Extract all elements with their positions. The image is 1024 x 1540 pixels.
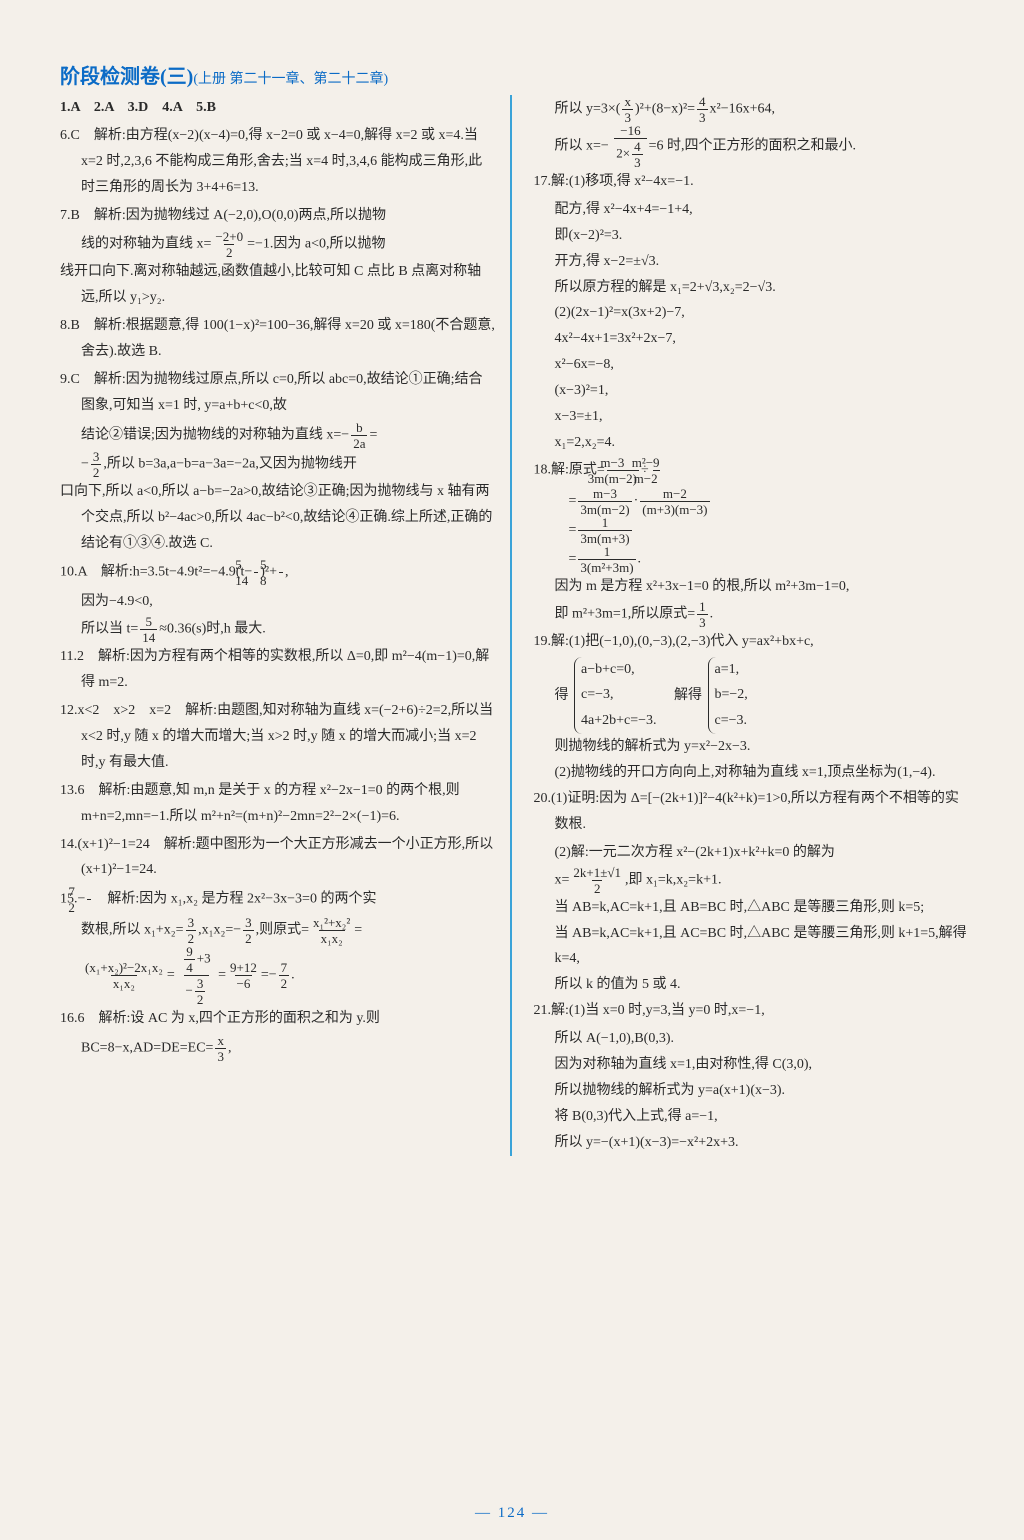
q14: 14.(x+1)²−1=24 解析:题中图形为一个大正方形减去一个小正方形,所以… (60, 832, 496, 884)
q18e: 因为 m 是方程 x²+3x−1=0 的根,所以 m²+3m−1=0, (534, 574, 970, 600)
q21a: 21.解:(1)当 x=0 时,y=3,当 y=0 时,x=−1, (534, 998, 970, 1024)
q21d: 所以抛物线的解析式为 y=a(x+1)(x−3). (534, 1078, 970, 1104)
page-number: — 124 — (0, 1505, 1024, 1522)
q19b: 得 a−b+c=0, c=−3, 4a+2b+c=−3. 解得 a=1, b=−… (534, 657, 970, 735)
q17a: 17.解:(1)移项,得 x²−4x=−1. (534, 169, 970, 195)
q17d: 开方,得 x−2=±√3. (534, 249, 970, 275)
q17k: x₁=2,x₂=4. (534, 430, 970, 456)
q15-line3: (x₁+x₂)²−2x₁x₂x₁x₂= 94+3 −32 =9+12−6=−72… (60, 945, 496, 1006)
q21b: 所以 A(−1,0),B(0,3). (534, 1026, 970, 1052)
q9-line3: −32,所以 b=3a,a−b=a−3a=−2a,又因为抛物线开 (60, 450, 496, 479)
q20a: 20.(1)证明:因为 Δ=[−(2k+1)]²−4(k²+k)=1>0,所以方… (534, 786, 970, 838)
right-column: 所以 y=3×(x3)²+(8−x)²=43x²−16x+64, 所以 x=− … (530, 95, 970, 1156)
q20b: (2)解:一元二次方程 x²−(2k+1)x+k²+k=0 的解为 (534, 840, 970, 866)
q16-line2: BC=8−x,AD=DE=EC=x3, (60, 1034, 496, 1063)
q17e: 所以原方程的解是 x₁=2+√3,x₂=2−√3. (534, 275, 970, 301)
q9-line1: 9.C 解析:因为抛物线过原点,所以 c=0,所以 abc=0,故结论①正确;结… (60, 367, 496, 419)
q20d: 当 AB=k,AC=k+1,且 AB=BC 时,△ABC 是等腰三角形,则 k=… (534, 895, 970, 921)
q17g: 4x²−4x+1=3x²+2x−7, (534, 326, 970, 352)
r1-line2: 所以 x=− −16 2×43 =6 时,四个正方形的面积之和最小. (534, 124, 970, 169)
q17h: x²−6x=−8, (534, 352, 970, 378)
q10-line2: 因为−4.9<0, (60, 589, 496, 615)
q21e: 将 B(0,3)代入上式,得 a=−1, (534, 1104, 970, 1130)
q20f: 所以 k 的值为 5 或 4. (534, 972, 970, 998)
q17j: x−3=±1, (534, 404, 970, 430)
q15-line2: 数根,所以 x₁+x₂=32,x₁x₂=−32,则原式=x₁²+x₂²x₁x₂= (60, 916, 496, 945)
q10-line1: 10.A 解析:h=3.5t−4.9t²=−4.9(t−514)²+58, (60, 558, 496, 587)
q8: 8.B 解析:根据题意,得 100(1−x)²=100−36,解得 x=20 或… (60, 313, 496, 365)
q17c: 即(x−2)²=3. (534, 223, 970, 249)
q15-line1: 15.−72 解析:因为 x₁,x₂ 是方程 2x²−3x−3=0 的两个实 (60, 885, 496, 914)
q19a: 19.解:(1)把(−1,0),(0,−3),(2,−3)代入 y=ax²+bx… (534, 629, 970, 655)
r1-line1: 所以 y=3×(x3)²+(8−x)²=43x²−16x+64, (534, 95, 970, 124)
q16-line1: 16.6 解析:设 AC 为 x,四个正方形的面积之和为 y.则 (60, 1006, 496, 1032)
q12: 12.x<2 x>2 x=2 解析:由题图,知对称轴为直线 x=(−2+6)÷2… (60, 698, 496, 776)
q7-line3: 线开口向下.离对称轴越远,函数值越小,比较可知 C 点比 B 点离对称轴远,所以… (60, 259, 496, 311)
q21c: 因为对称轴为直线 x=1,由对称性,得 C(3,0), (534, 1052, 970, 1078)
q19c: 则抛物线的解析式为 y=x²−2x−3. (534, 734, 970, 760)
q18a: 18.解:原式=m−33m(m−2)÷m²−9m−2 (534, 456, 970, 485)
q21f: 所以 y=−(x+1)(x−3)=−x²+2x+3. (534, 1130, 970, 1156)
q20c: x=2k+1±√12,即 x₁=k,x₂=k+1. (534, 866, 970, 895)
q7-line2: 线的对称轴为直线 x=−2+02=−1.因为 a<0,所以抛物 (60, 230, 496, 259)
content-columns: 1.A 2.A 3.D 4.A 5.B 6.C 解析:由方程(x−2)(x−4)… (60, 95, 969, 1156)
q20e: 当 AB=k,AC=k+1,且 AC=BC 时,△ABC 是等腰三角形,则 k+… (534, 921, 970, 973)
q10-line3: 所以当 t=514≈0.36(s)时,h 最大. (60, 615, 496, 644)
q13: 13.6 解析:由题意,知 m,n 是关于 x 的方程 x²−2x−1=0 的两… (60, 778, 496, 830)
q9-line2: 结论②错误;因为抛物线的对称轴为直线 x=−b2a= (60, 421, 496, 450)
q9-line4: 口向下,所以 a<0,所以 a−b=−2a>0,故结论③正确;因为抛物线与 x … (60, 479, 496, 557)
q17f: (2)(2x−1)²=x(3x+2)−7, (534, 300, 970, 326)
q11: 11.2 解析:因为方程有两个相等的实数根,所以 Δ=0,即 m²−4(m−1)… (60, 644, 496, 696)
left-column: 1.A 2.A 3.D 4.A 5.B 6.C 解析:由方程(x−2)(x−4)… (60, 95, 512, 1156)
q18b: =m−33m(m−2)·m−2(m+3)(m−3) (534, 487, 970, 516)
q19d: (2)抛物线的开口方向向上,对称轴为直线 x=1,顶点坐标为(1,−4). (534, 760, 970, 786)
q18c: =13m(m+3) (534, 516, 970, 545)
q7-line1: 7.B 解析:因为抛物线过 A(−2,0),O(0,0)两点,所以抛物 (60, 203, 496, 229)
q18f: 即 m²+3m=1,所以原式=13. (534, 600, 970, 629)
q17b: 配方,得 x²−4x+4=−1+4, (534, 197, 970, 223)
mc-answers: 1.A 2.A 3.D 4.A 5.B (60, 95, 496, 121)
q17i: (x−3)²=1, (534, 378, 970, 404)
q6: 6.C 解析:由方程(x−2)(x−4)=0,得 x−2=0 或 x−4=0,解… (60, 123, 496, 201)
q18d: =13(m²+3m). (534, 545, 970, 574)
page-title: 阶段检测卷(三)(上册 第二十一章、第二十二章) (60, 60, 969, 89)
